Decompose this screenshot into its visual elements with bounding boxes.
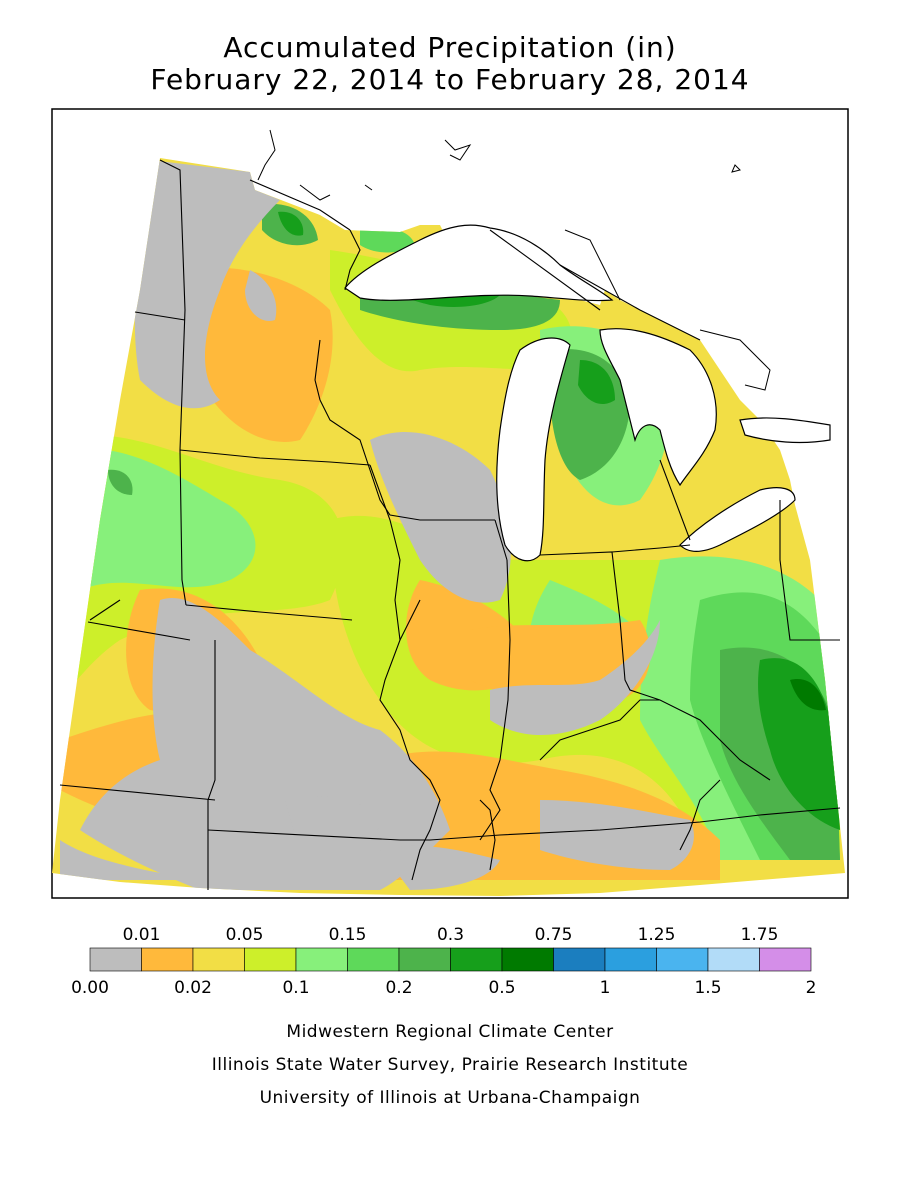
legend-swatch bbox=[450, 947, 503, 972]
lake-erie bbox=[679, 487, 796, 552]
legend-bottom-label: 1 bbox=[599, 978, 611, 998]
legend-bottom-label: 2 bbox=[805, 978, 817, 998]
legend-swatch bbox=[553, 947, 606, 972]
legend-bottom-label: 0.5 bbox=[488, 978, 516, 998]
legend-swatch bbox=[141, 947, 194, 972]
boundaries bbox=[59, 159, 841, 890]
canada-shoreline bbox=[257, 129, 771, 391]
lake-ontario bbox=[739, 417, 831, 444]
legend-bottom-label: 0.2 bbox=[385, 978, 413, 998]
legend-swatch bbox=[89, 947, 142, 972]
legend-swatch bbox=[347, 947, 400, 972]
legend-top-label: 0.05 bbox=[225, 925, 264, 945]
lake-superior bbox=[344, 224, 614, 302]
credit-mrcc: Midwestern Regional Climate Center bbox=[286, 1022, 614, 1042]
legend-top-label: 1.25 bbox=[637, 925, 676, 945]
great-lakes bbox=[344, 224, 831, 562]
map-date-range: February 22, 2014 to February 28, 2014 bbox=[150, 63, 750, 96]
legend-bottom-label: 0.02 bbox=[174, 978, 212, 998]
legend-top-label: 0.01 bbox=[122, 925, 161, 945]
legend-top-label: 0.3 bbox=[436, 925, 465, 945]
map-title: Accumulated Precipitation (in) bbox=[223, 31, 677, 64]
legend-top-label: 0.75 bbox=[534, 925, 573, 945]
legend-bottom-label: 0.1 bbox=[282, 978, 310, 998]
legend-swatch bbox=[604, 947, 657, 972]
legend-color-bar bbox=[89, 947, 812, 972]
credit-uiuc: University of Illinois at Urbana-Champai… bbox=[259, 1088, 641, 1108]
legend-top-label: 1.75 bbox=[740, 925, 779, 945]
legend-swatch bbox=[192, 947, 245, 972]
legend-bottom-label: 0.00 bbox=[71, 978, 109, 998]
credit-isws: Illinois State Water Survey, Prairie Res… bbox=[211, 1055, 689, 1075]
legend-swatch bbox=[707, 947, 760, 972]
legend-top-label: 0.15 bbox=[328, 925, 367, 945]
legend-swatch bbox=[244, 947, 297, 972]
legend-swatch bbox=[398, 947, 451, 972]
legend-swatch bbox=[295, 947, 348, 972]
legend-bottom-label: 1.5 bbox=[694, 978, 722, 998]
legend-swatch bbox=[759, 947, 812, 972]
legend-swatch bbox=[656, 947, 709, 972]
legend-swatch bbox=[501, 947, 554, 972]
lake-huron bbox=[599, 328, 717, 487]
